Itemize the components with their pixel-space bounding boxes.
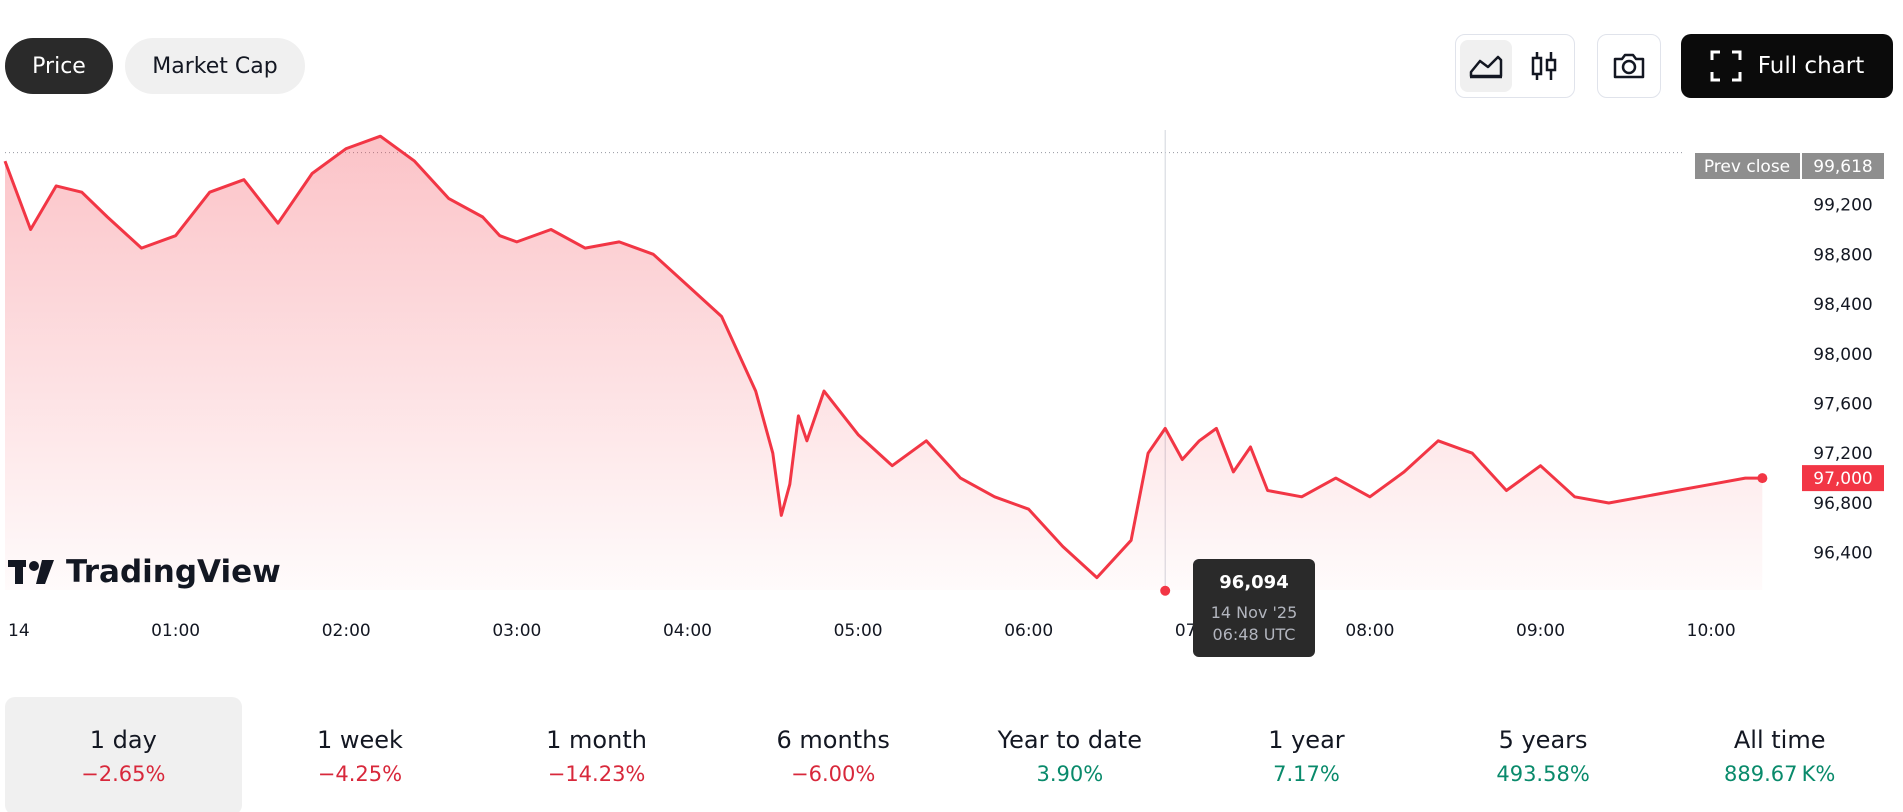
period-label: 5 years (1498, 726, 1588, 754)
period-6-months[interactable]: 6 months −6.00% (715, 697, 952, 812)
tooltip-time: 06:48 UTC (1213, 625, 1296, 644)
candlestick-icon (1531, 52, 1557, 80)
y-tick-label: 97,200 (1813, 444, 1872, 464)
price-chart[interactable]: 99,200 98,800 98,400 98,000 97,600 97,200 96,8… (0, 130, 1903, 660)
full-chart-button[interactable]: Full chart (1681, 34, 1893, 98)
tab-price[interactable]: Price (5, 38, 113, 94)
period-label: All time (1733, 726, 1826, 754)
fullscreen-icon (1710, 50, 1742, 82)
price-line (3, 134, 1763, 580)
tradingview-logo-icon (8, 560, 54, 584)
period-change: 3.90% (1036, 762, 1104, 786)
x-axis: 1401:0002:0003:0004:0005:0006:0007:0008:… (8, 621, 1736, 641)
period-label: Year to date (997, 726, 1142, 754)
x-tick-label: 04:00 (663, 621, 712, 641)
period-1-month[interactable]: 1 month −14.23% (478, 697, 715, 812)
watermark: TradingView (8, 554, 281, 590)
prev-close-value: 99,618 (1813, 157, 1872, 177)
chart-style-toggle (1455, 34, 1575, 98)
screenshot-button[interactable] (1597, 34, 1661, 98)
period-label: 1 day (89, 726, 157, 754)
y-tick-label: 98,400 (1813, 295, 1872, 315)
period-change: −2.65% (81, 762, 166, 786)
y-tick-label: 97,600 (1813, 395, 1872, 415)
x-tick-label: 10:00 (1687, 621, 1736, 641)
x-tick-label: 03:00 (492, 621, 541, 641)
y-tick-label: 96,400 (1813, 544, 1872, 564)
period-label: 1 week (316, 726, 403, 754)
period-all-time[interactable]: All time 889.67 K% (1661, 697, 1898, 812)
last-price-dot (1757, 473, 1768, 484)
period-label: 6 months (776, 726, 890, 754)
period-change: −4.25% (317, 762, 403, 786)
period-change: 889.67 K% (1723, 762, 1836, 786)
period-1-year[interactable]: 1 year 7.17% (1188, 697, 1425, 812)
period-5-years[interactable]: 5 years 493.58% (1425, 697, 1662, 812)
tooltip-date: 14 Nov '25 (1211, 603, 1298, 622)
x-tick-label: 09:00 (1516, 621, 1565, 641)
y-tick-label: 99,200 (1813, 196, 1872, 216)
x-tick-label: 14 (8, 621, 30, 641)
period-year-to-date[interactable]: Year to date 3.90% (952, 697, 1189, 812)
period-change: −14.23% (547, 762, 646, 786)
period-1-week[interactable]: 1 week −4.25% (242, 697, 479, 812)
tab-market-cap[interactable]: Market Cap (125, 38, 305, 94)
period-1-day[interactable]: 1 day −2.65% (5, 697, 242, 812)
period-label: 1 year (1268, 726, 1345, 754)
watermark-text: TradingView (66, 554, 281, 590)
prev-close-label: Prev close (1704, 157, 1790, 177)
area-chart-button[interactable] (1460, 40, 1512, 92)
camera-icon (1613, 53, 1645, 79)
crosshair-tooltip: 96,094 14 Nov '25 06:48 UTC (1193, 559, 1315, 657)
x-tick-label: 05:00 (834, 621, 883, 641)
y-axis: 99,200 98,800 98,400 98,000 97,600 97,200 96,8… (1813, 196, 1872, 564)
prev-close-tag: Prev close 99,618 (1695, 153, 1884, 179)
x-tick-label: 08:00 (1345, 621, 1394, 641)
tooltip-price: 96,094 (1219, 572, 1288, 593)
crosshair-dot (1160, 585, 1171, 596)
price-area (5, 136, 1763, 590)
candlestick-button[interactable] (1518, 40, 1570, 92)
last-price-tag: 97,000 (1757, 465, 1884, 492)
x-tick-label: 06:00 (1004, 621, 1053, 641)
area-chart-icon (1469, 55, 1503, 79)
y-tick-label: 98,800 (1813, 245, 1872, 265)
x-tick-label: 01:00 (151, 621, 200, 641)
period-label: 1 month (546, 726, 647, 754)
y-tick-label: 96,800 (1813, 494, 1872, 514)
full-chart-label: Full chart (1757, 53, 1865, 79)
period-returns: 1 day −2.65% 1 week −4.25% 1 month −14.23% 6 m… (5, 697, 1898, 812)
period-change: 493.58% (1496, 762, 1590, 786)
period-change: 7.17% (1273, 762, 1340, 786)
x-tick-label: 02:00 (322, 621, 371, 641)
last-price-value: 97,000 (1813, 469, 1872, 489)
period-change: −6.00% (791, 762, 876, 786)
y-tick-label: 98,000 (1813, 345, 1872, 365)
